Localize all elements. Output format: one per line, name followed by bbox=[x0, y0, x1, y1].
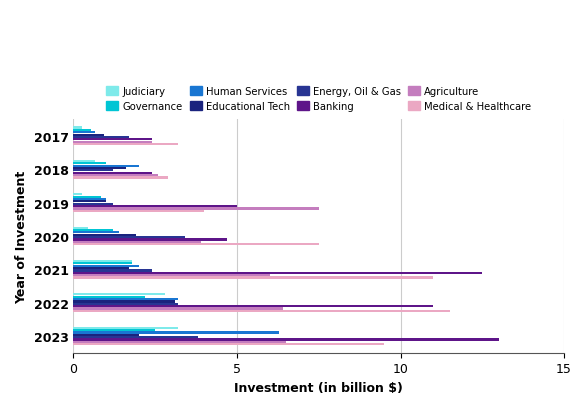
Bar bbox=[73, 298, 178, 301]
Bar bbox=[73, 201, 106, 203]
Bar bbox=[73, 327, 178, 329]
Bar bbox=[73, 274, 269, 276]
Bar bbox=[73, 208, 319, 210]
Bar bbox=[73, 168, 126, 170]
Bar bbox=[73, 194, 82, 196]
Bar bbox=[73, 267, 129, 270]
X-axis label: Investment (in billion $): Investment (in billion $) bbox=[234, 381, 403, 394]
Bar bbox=[73, 296, 146, 298]
Bar bbox=[73, 203, 113, 205]
Bar bbox=[73, 272, 483, 274]
Bar bbox=[73, 332, 279, 334]
Bar bbox=[73, 241, 201, 243]
Bar bbox=[73, 277, 433, 279]
Bar bbox=[73, 139, 152, 141]
Bar bbox=[73, 134, 104, 136]
Bar bbox=[73, 205, 237, 208]
Bar bbox=[73, 172, 152, 174]
Bar bbox=[73, 270, 152, 272]
Bar bbox=[73, 232, 119, 234]
Bar bbox=[73, 127, 82, 129]
Bar bbox=[73, 130, 92, 132]
Bar bbox=[73, 170, 113, 172]
Bar bbox=[73, 239, 227, 241]
Bar bbox=[73, 260, 132, 263]
Bar bbox=[73, 137, 129, 139]
Bar bbox=[73, 329, 155, 331]
Bar bbox=[73, 227, 88, 229]
Bar bbox=[73, 336, 198, 339]
Bar bbox=[73, 236, 185, 238]
Legend: Judiciary, Governance, Human Services, Educational Tech, Energy, Oil & Gas, Bank: Judiciary, Governance, Human Services, E… bbox=[103, 83, 535, 116]
Bar bbox=[73, 308, 283, 310]
Bar bbox=[73, 229, 113, 231]
Bar bbox=[73, 294, 165, 296]
Bar bbox=[73, 163, 106, 165]
Bar bbox=[73, 344, 384, 346]
Bar bbox=[73, 303, 178, 305]
Bar bbox=[73, 144, 178, 146]
Bar bbox=[73, 132, 95, 134]
Bar bbox=[73, 165, 139, 167]
Bar bbox=[73, 263, 132, 265]
Bar bbox=[73, 306, 433, 308]
Bar bbox=[73, 160, 95, 163]
Bar bbox=[73, 334, 139, 336]
Bar bbox=[73, 243, 319, 246]
Bar bbox=[73, 141, 152, 144]
Bar bbox=[73, 175, 158, 177]
Y-axis label: Year of Investment: Year of Investment bbox=[15, 170, 28, 303]
Bar bbox=[73, 234, 136, 236]
Bar bbox=[73, 177, 168, 179]
Bar bbox=[73, 301, 175, 303]
Bar bbox=[73, 310, 450, 312]
Bar bbox=[73, 339, 498, 341]
Bar bbox=[73, 265, 139, 267]
Bar bbox=[73, 196, 101, 198]
Bar bbox=[73, 341, 286, 343]
Bar bbox=[73, 198, 106, 200]
Bar bbox=[73, 210, 204, 212]
